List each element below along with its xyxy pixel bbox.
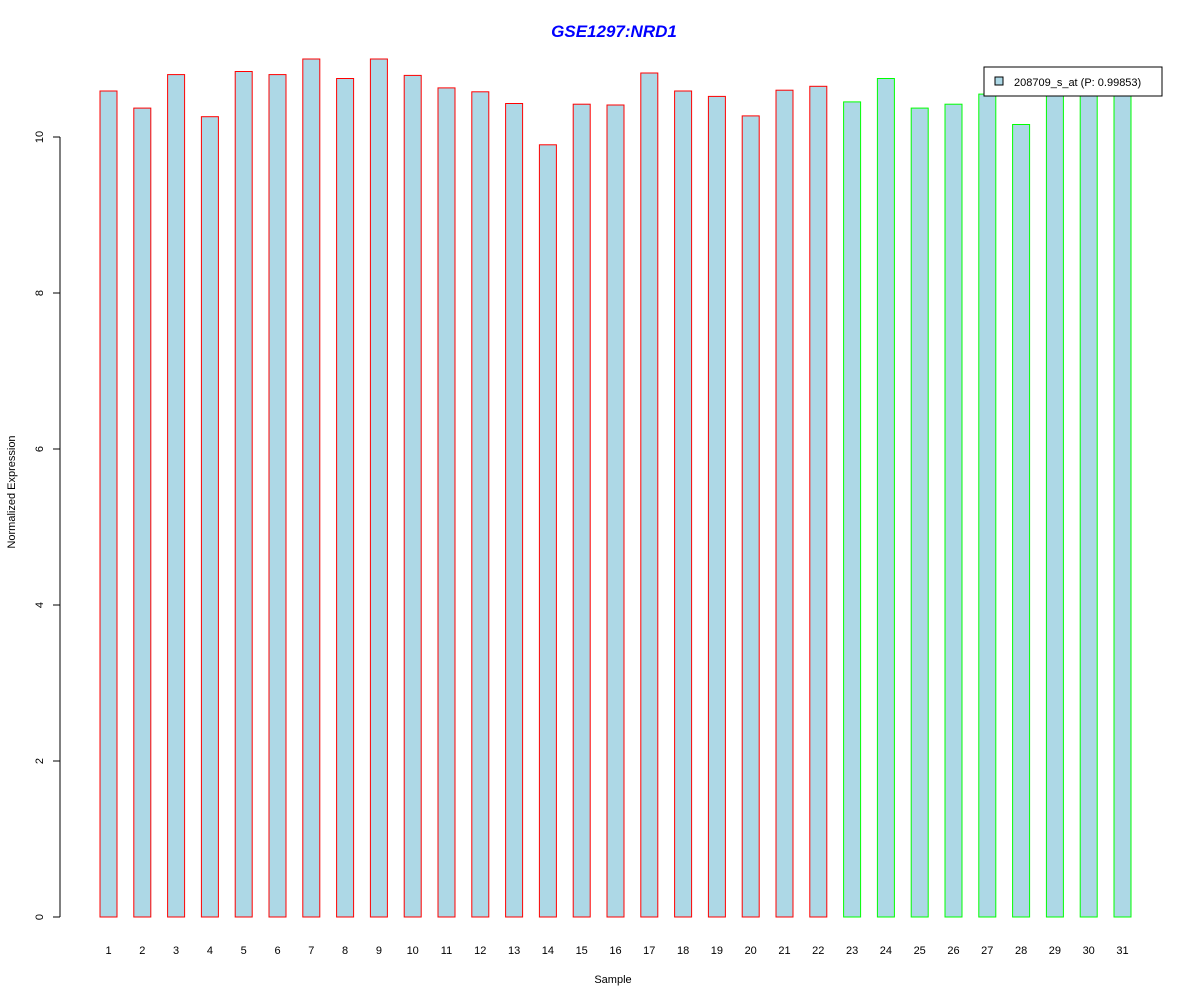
legend-swatch (994, 76, 1004, 86)
bar-sample-13 (505, 103, 524, 918)
bar-sample-1 (99, 90, 118, 918)
bar-sample-20 (741, 115, 760, 918)
y-tick-label: 6 (34, 446, 46, 452)
x-tick-label: 25 (914, 945, 926, 957)
x-tick-label: 30 (1083, 945, 1095, 957)
x-tick-label: 18 (677, 945, 689, 957)
bar-sample-26 (944, 103, 963, 918)
x-tick-label: 11 (441, 945, 452, 957)
bar-sample-21 (775, 89, 794, 918)
bar-sample-10 (403, 74, 422, 918)
bar-sample-23 (843, 101, 862, 918)
x-tick-label: 29 (1049, 945, 1061, 957)
y-axis: 0 2 4 6 8 10 (34, 131, 61, 920)
bar-sample-29 (1045, 89, 1064, 918)
bar-sample-8 (336, 78, 355, 918)
bars (99, 58, 1132, 918)
x-tick-label: 2 (139, 945, 145, 957)
y-tick-label: 10 (34, 131, 46, 143)
y-tick-label: 0 (34, 914, 46, 920)
x-tick-label: 3 (173, 945, 179, 957)
bar-sample-3 (167, 74, 186, 918)
x-tick-label: 1 (105, 945, 111, 957)
y-tick-label: 2 (34, 758, 46, 764)
x-tick-label: 19 (711, 945, 723, 957)
x-tick-label: 24 (880, 945, 892, 957)
chart-title: GSE1297:NRD1 (551, 22, 677, 41)
x-tick-label: 16 (609, 945, 621, 957)
y-axis-label: Normalized Expression (6, 435, 18, 548)
bar-sample-24 (876, 78, 895, 918)
x-tick-label: 26 (947, 945, 959, 957)
bar-sample-11 (437, 87, 456, 918)
bar-sample-22 (809, 85, 828, 918)
bar-sample-12 (471, 91, 490, 918)
x-tick-label: 15 (576, 945, 588, 957)
x-tick-label: 27 (981, 945, 993, 957)
bar-sample-4 (200, 116, 219, 918)
bar-sample-19 (707, 95, 726, 918)
x-tick-label: 23 (846, 945, 858, 957)
x-tick-label: 4 (207, 945, 213, 957)
x-tick-label: 21 (778, 945, 790, 957)
bar-sample-5 (234, 71, 253, 918)
x-tick-label: 12 (474, 945, 486, 957)
x-tick-label: 8 (342, 945, 348, 957)
x-tick-label: 20 (745, 945, 757, 957)
x-axis-label: Sample (594, 974, 631, 986)
x-tick-label: 31 (1116, 945, 1128, 957)
bar-sample-2 (133, 107, 152, 918)
bar-sample-9 (369, 58, 388, 918)
bar-sample-28 (1012, 124, 1031, 918)
x-tick-label: 17 (643, 945, 655, 957)
bar-sample-30 (1079, 89, 1098, 918)
x-tick-label: 7 (308, 945, 314, 957)
x-tick-label: 5 (241, 945, 247, 957)
x-tick-label: 14 (542, 945, 554, 957)
x-tick-label: 6 (274, 945, 280, 957)
x-tick-label: 10 (407, 945, 419, 957)
bar-sample-15 (572, 103, 591, 918)
bar-sample-17 (640, 72, 659, 918)
y-tick-label: 4 (34, 602, 46, 608)
x-tick-label: 13 (508, 945, 520, 957)
x-tick-labels: 1 2 3 4 5 6 7 8 9 10 11 12 13 14 15 16 17 18 19 20 21 22 23 24 2… (105, 945, 1128, 957)
bar-sample-6 (268, 74, 287, 918)
bar-sample-18 (674, 90, 693, 918)
y-tick-label: 8 (34, 290, 46, 296)
x-tick-label: 22 (812, 945, 824, 957)
x-tick-label: 9 (376, 945, 382, 957)
bar-sample-16 (606, 104, 625, 918)
bar-sample-31 (1113, 89, 1132, 918)
bar-sample-14 (538, 144, 557, 918)
x-tick-label: 28 (1015, 945, 1027, 957)
legend: 208709_s_at (P: 0.99853) (983, 66, 1163, 97)
legend-box (983, 66, 1163, 97)
bar-sample-27 (978, 93, 997, 918)
legend-label: 208709_s_at (P: 0.99853) (1014, 77, 1141, 89)
bar-sample-25 (910, 107, 929, 918)
bar-sample-7 (302, 58, 321, 918)
